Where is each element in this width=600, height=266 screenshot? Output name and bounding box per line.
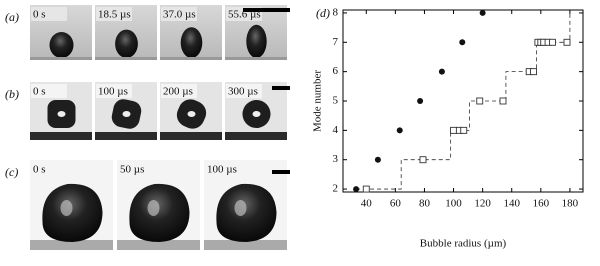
bubble	[216, 183, 277, 242]
data-point	[450, 126, 457, 134]
bubble-highlight	[147, 200, 160, 216]
surface	[95, 132, 157, 140]
time-label: 50 µs	[120, 164, 144, 176]
surface	[30, 57, 92, 60]
photo-frame: 0 s	[30, 82, 92, 140]
bubble	[180, 27, 203, 58]
scale-bar	[243, 8, 290, 12]
surface	[225, 57, 287, 60]
data-point	[396, 127, 403, 134]
time-label-background	[96, 84, 132, 98]
data-point	[417, 98, 424, 104]
y-tick-label: 6	[333, 65, 339, 77]
data-point	[438, 68, 445, 75]
time-label-background	[226, 84, 262, 98]
bubble-highlight	[234, 200, 247, 216]
bubble	[246, 24, 267, 58]
time-label-background	[118, 162, 154, 176]
time-label: 0 s	[33, 164, 46, 176]
data-point	[563, 38, 571, 46]
surface	[160, 57, 222, 60]
time-label: 100 µs	[207, 164, 237, 176]
surface	[204, 240, 287, 250]
x-tick-label: 160	[533, 198, 550, 210]
scale-bar	[272, 170, 290, 174]
bubble-highlight	[187, 111, 196, 117]
y-tick-label: 3	[333, 153, 339, 165]
surface	[160, 132, 222, 140]
time-label-background	[31, 84, 67, 98]
x-tick-label: 120	[474, 198, 491, 210]
surface	[95, 57, 157, 60]
time-label-background	[96, 7, 132, 21]
data-point	[479, 9, 486, 16]
surface	[30, 240, 113, 250]
data-point	[549, 38, 556, 46]
x-tick-label: 100	[445, 198, 462, 210]
photo-frame: 0 s	[30, 160, 113, 250]
y-tick-label: 2	[333, 183, 339, 195]
time-label: 18.5 µs	[98, 9, 131, 21]
bubble	[42, 183, 103, 242]
surface	[225, 132, 287, 140]
photo-frame: 100 µs	[95, 82, 157, 140]
data-point	[459, 39, 466, 46]
time-label-background	[161, 84, 197, 98]
time-label: 200 µs	[163, 86, 193, 98]
data-point	[530, 68, 537, 76]
data-point	[419, 156, 427, 164]
bubble-highlight	[57, 111, 66, 117]
y-tick-label: 4	[333, 124, 339, 136]
time-label-background	[31, 7, 67, 21]
bubble	[115, 29, 138, 58]
panel-label: (d)	[316, 6, 330, 20]
x-tick-label: 80	[419, 198, 431, 210]
panel-label: (a)	[5, 10, 19, 24]
y-axis-label: Mode number	[312, 70, 324, 132]
bubble	[49, 32, 74, 58]
scale-bar	[272, 86, 290, 90]
time-label: 37.0 µs	[163, 9, 196, 21]
time-label-background	[205, 162, 241, 176]
data-point	[460, 126, 468, 134]
data-point	[476, 97, 484, 105]
x-tick-label: 60	[390, 198, 402, 210]
surface	[30, 132, 92, 140]
bubble-highlight	[122, 111, 131, 117]
data-point	[499, 97, 507, 105]
photo-frame: 200 µs	[160, 82, 222, 140]
time-label: 100 µs	[98, 86, 128, 98]
bubble	[129, 183, 190, 242]
x-axis-label: Bubble radius (µm)	[420, 238, 507, 250]
x-tick-label: 40	[361, 198, 373, 210]
photo-frame: 50 µs	[117, 160, 200, 250]
photo-frame: 18.5 µs	[95, 5, 157, 60]
time-label-background	[31, 162, 67, 176]
y-tick-label: 8	[333, 6, 339, 18]
data-point	[374, 156, 381, 163]
photo-frame: 100 µs	[204, 160, 287, 250]
x-tick-label: 180	[562, 198, 579, 210]
bubble-highlight	[60, 200, 73, 216]
time-label-background	[161, 7, 197, 21]
photo-frame: 300 µs	[225, 82, 287, 140]
data-point	[362, 185, 370, 193]
data-point	[353, 186, 360, 193]
time-label: 0 s	[33, 86, 46, 98]
photo-frame: 55.6 µs	[225, 5, 287, 60]
panel-label: (c)	[5, 165, 18, 179]
time-label: 300 µs	[228, 86, 258, 98]
surface	[117, 240, 200, 250]
y-tick-label: 7	[333, 36, 339, 48]
bubble-highlight	[252, 111, 261, 117]
y-tick-label: 5	[333, 95, 339, 107]
plot-frame	[342, 9, 584, 193]
photo-frame: 37.0 µs	[160, 5, 222, 60]
time-label: 0 s	[33, 9, 46, 21]
x-tick-label: 140	[503, 198, 520, 210]
photo-frame: 0 s	[30, 5, 92, 60]
panel-label: (b)	[5, 87, 19, 101]
